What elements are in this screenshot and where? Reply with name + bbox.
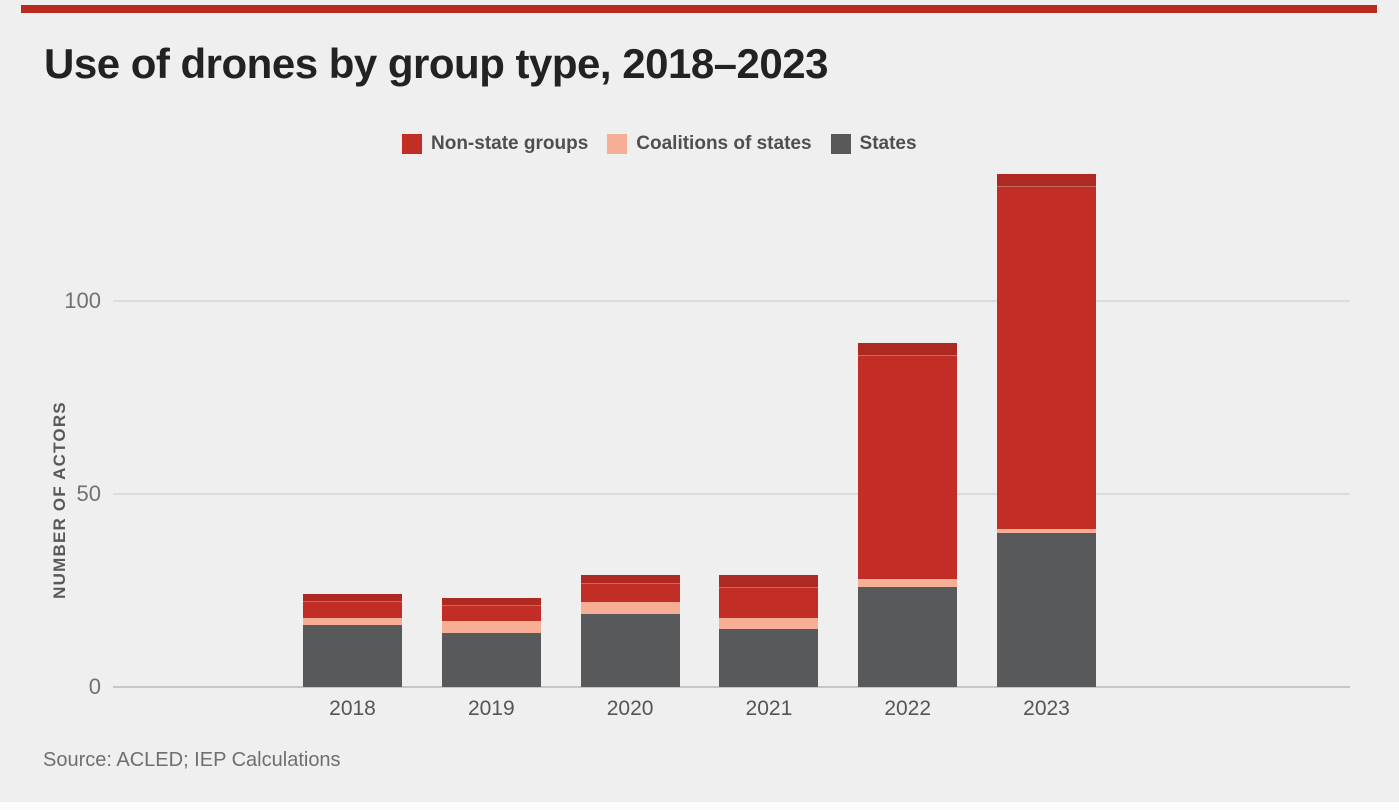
x-axis-baseline	[113, 686, 1350, 688]
bar-segment-states-2018	[303, 625, 402, 687]
x-tick-label-2022: 2022	[884, 697, 932, 720]
y-tick-label-0: 0	[88, 674, 101, 699]
bar-segment-coalitions-of-states-2021	[719, 617, 819, 630]
legend-swatch-icon	[402, 134, 422, 154]
legend-item-non-state-groups: Non-state groups	[402, 133, 588, 155]
legend: Non-state groups Coalitions of states Stat…	[402, 133, 917, 155]
bar-segment-coalitions-of-states-2022	[858, 578, 958, 587]
bar-segment-coalitions-of-states-2019	[441, 621, 541, 633]
x-tick-label-2023: 2023	[1023, 697, 1070, 720]
bar-segment-non-state-groups-2018	[303, 594, 402, 618]
bar-segment-states-2021	[719, 629, 819, 687]
bar-segment-non-state-groups-2022	[858, 343, 958, 579]
x-tick-label-2021: 2021	[745, 697, 793, 720]
legend-label: States	[859, 133, 917, 154]
x-tick-label-2018: 2018	[329, 697, 376, 720]
bar-segment-coalitions-of-states-2023	[997, 528, 1096, 533]
bar-segment-coalitions-of-states-2020	[580, 602, 680, 614]
legend-label: Non-state groups	[431, 133, 589, 154]
top-accent-rule	[21, 5, 1377, 13]
bar-segment-states-2022	[858, 586, 958, 687]
legend-swatch-icon	[830, 134, 851, 154]
source-note: Source: ACLED; IEP Calculations	[43, 749, 341, 771]
y-tick-label-100: 100	[64, 288, 101, 313]
legend-swatch-icon	[607, 134, 628, 154]
legend-item-states: States	[830, 133, 917, 155]
legend-label: Coalitions of states	[636, 133, 812, 154]
bar-segment-non-state-groups-2023	[997, 173, 1096, 529]
bar-segment-states-2023	[997, 532, 1096, 687]
x-tick-label-2020: 2020	[606, 697, 654, 720]
bar-segment-non-state-groups-2021	[719, 575, 819, 618]
legend-item-coalitions-of-states: Coalitions of states	[607, 133, 812, 155]
gridline-100	[113, 300, 1350, 302]
bar-segment-non-state-groups-2020	[580, 575, 680, 603]
gridline-50	[113, 493, 1350, 495]
page-bottom-strip	[0, 802, 1399, 810]
bar-segment-states-2019	[441, 632, 541, 687]
chart-title: Use of drones by group type, 2018–2023	[44, 40, 828, 87]
bar-segment-coalitions-of-states-2018	[303, 617, 402, 626]
x-tick-label-2019: 2019	[467, 697, 515, 720]
bar-segment-non-state-groups-2019	[441, 598, 541, 622]
y-tick-label-50: 50	[76, 481, 101, 506]
bar-segment-states-2020	[580, 613, 680, 687]
